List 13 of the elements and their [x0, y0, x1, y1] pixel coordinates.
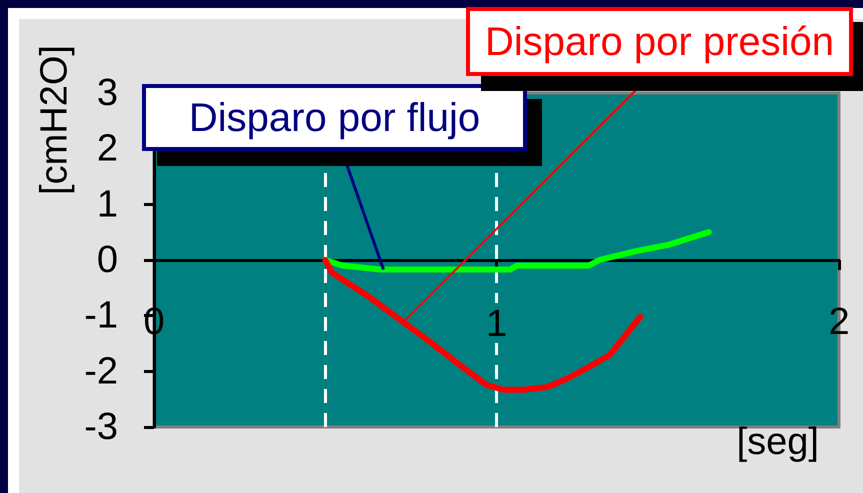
- y-tick-label: 2: [96, 128, 118, 170]
- x-tick-label: 1: [486, 303, 508, 345]
- y-tick-label: 3: [96, 72, 118, 114]
- y-tick-label: -2: [84, 350, 118, 392]
- annotation: Disparo por presión: [484, 20, 834, 64]
- y-axis-title: [cmH2O]: [33, 45, 76, 195]
- annotation: Disparo por flujo: [188, 96, 480, 140]
- y-tick-label: -1: [84, 294, 118, 337]
- y-tick-label: -3: [84, 406, 118, 448]
- x-axis-title: [seg]: [736, 421, 819, 463]
- y-tick-label: 0: [96, 239, 118, 281]
- x-tick-label: 2: [828, 301, 850, 343]
- y-tick-label: 1: [96, 183, 118, 226]
